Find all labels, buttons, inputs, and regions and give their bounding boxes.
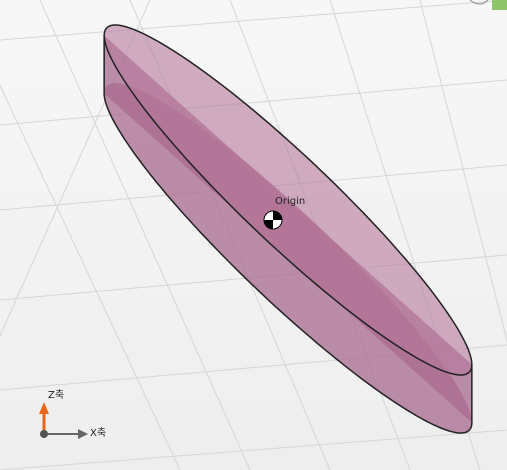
top-face: [103, 24, 473, 376]
x-axis-label: X축: [90, 427, 106, 439]
origin-marker: Origin: [263, 196, 305, 230]
grid-line: [419, 0, 507, 343]
grid-line: [0, 79, 507, 126]
grid-line: [0, 429, 507, 470]
bottom-edge: [103, 93, 473, 434]
axis-triad: Z축 X축: [39, 389, 106, 439]
toolbar-corner: [469, 0, 507, 10]
z-axis-label: Z축: [48, 389, 64, 401]
grid-line: [0, 84, 181, 470]
elliptic-cylinder: [103, 24, 473, 434]
origin-label: Origin: [275, 196, 305, 207]
grid-line: [0, 0, 507, 41]
grid-line: [39, 0, 251, 470]
